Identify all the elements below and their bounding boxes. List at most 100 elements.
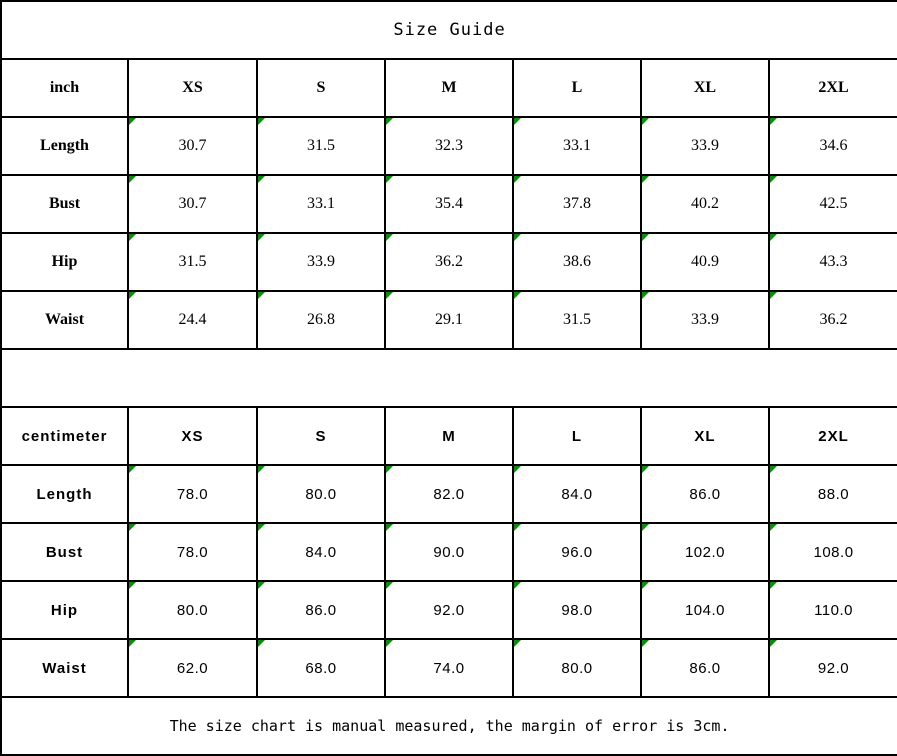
size-value: 33.1 [307, 195, 335, 212]
size-value-cell: 37.8 [512, 174, 642, 234]
footer-note: The size chart is manual measured, the m… [0, 696, 897, 756]
size-value-cell: 92.0 [384, 580, 514, 640]
size-value-cell: 30.7 [127, 174, 258, 234]
size-value-cell: 36.2 [384, 232, 514, 292]
size-value-cell: 32.3 [384, 116, 514, 176]
cm-col-header-s: S [256, 406, 386, 466]
size-value: 33.9 [691, 137, 719, 154]
size-value-cell: 30.7 [127, 116, 258, 176]
cm-col-header-2xl: 2XL [767, 406, 897, 466]
size-value-cell: 26.8 [256, 290, 386, 350]
size-value-cell: 84.0 [256, 522, 386, 582]
size-value: 31.5 [563, 311, 591, 328]
green-triangle-icon [770, 582, 777, 589]
inch-col-header-xl: XL [640, 58, 770, 118]
cm-header-row: centimeter XS S M L XL 2XL [0, 406, 897, 466]
table-row: Bust 78.0 84.0 90.0 96.0 102.0 108.0 [0, 522, 897, 582]
green-triangle-icon [386, 524, 393, 531]
size-value-cell: 92.0 [767, 638, 897, 698]
size-value: 38.6 [563, 253, 591, 270]
size-value-cell: 43.3 [767, 232, 897, 292]
green-triangle-icon [770, 234, 777, 241]
green-triangle-icon [642, 176, 649, 183]
size-value: 108.0 [813, 543, 854, 561]
size-value: 92.0 [433, 601, 465, 619]
size-value: 36.2 [819, 311, 848, 328]
green-triangle-icon [129, 524, 136, 531]
cm-unit-header: centimeter [0, 406, 129, 466]
size-value-cell: 90.0 [384, 522, 514, 582]
green-triangle-icon [642, 582, 649, 589]
green-triangle-icon [642, 234, 649, 241]
green-triangle-icon [386, 234, 393, 241]
green-triangle-icon [642, 640, 649, 647]
size-value-cell: 108.0 [767, 522, 897, 582]
size-value-cell: 78.0 [127, 464, 258, 524]
table-row: Waist 24.4 26.8 29.1 31.5 33.9 36.2 [0, 290, 897, 350]
size-value-cell: 80.0 [512, 638, 642, 698]
green-triangle-icon [770, 176, 777, 183]
size-value-cell: 31.5 [127, 232, 258, 292]
size-value: 33.9 [307, 253, 335, 270]
table-row: Length 78.0 80.0 82.0 84.0 86.0 88.0 [0, 464, 897, 524]
inch-col-header-m: M [384, 58, 514, 118]
green-triangle-icon [386, 118, 393, 125]
table-row: Length 30.7 31.5 32.3 33.1 33.9 34.6 [0, 116, 897, 176]
green-triangle-icon [514, 234, 521, 241]
size-value-cell: 35.4 [384, 174, 514, 234]
cm-row-label-length: Length [0, 464, 129, 524]
green-triangle-icon [642, 118, 649, 125]
size-value-cell: 31.5 [256, 116, 386, 176]
green-triangle-icon [258, 176, 265, 183]
size-value-cell: 104.0 [640, 580, 770, 640]
green-triangle-icon [386, 466, 393, 473]
spacer-cell [0, 348, 897, 408]
inch-row-label-waist: Waist [0, 290, 129, 350]
green-triangle-icon [129, 176, 136, 183]
green-triangle-icon [514, 292, 521, 299]
size-value-cell: 24.4 [127, 290, 258, 350]
size-value-cell: 86.0 [640, 464, 770, 524]
green-triangle-icon [642, 466, 649, 473]
size-value: 26.8 [307, 311, 335, 328]
green-triangle-icon [386, 582, 393, 589]
green-triangle-icon [129, 292, 136, 299]
size-value-cell: 36.2 [767, 290, 897, 350]
green-triangle-icon [129, 234, 136, 241]
inch-col-header-2xl: 2XL [767, 58, 897, 118]
size-value: 33.1 [563, 137, 591, 154]
size-value-cell: 68.0 [256, 638, 386, 698]
green-triangle-icon [258, 640, 265, 647]
table-row: Waist 62.0 68.0 74.0 80.0 86.0 92.0 [0, 638, 897, 698]
size-value: 32.3 [435, 137, 463, 154]
size-value: 92.0 [817, 659, 850, 677]
size-value-cell: 38.6 [512, 232, 642, 292]
size-value-cell: 31.5 [512, 290, 642, 350]
table-row: Hip 31.5 33.9 36.2 38.6 40.9 43.3 [0, 232, 897, 292]
size-value-cell: 86.0 [640, 638, 770, 698]
size-value: 96.0 [561, 543, 593, 561]
green-triangle-icon [129, 466, 136, 473]
size-value: 78.0 [176, 485, 209, 503]
inch-col-header-l: L [512, 58, 642, 118]
size-value: 88.0 [817, 485, 850, 503]
size-value: 86.0 [689, 485, 721, 503]
size-value-cell: 84.0 [512, 464, 642, 524]
green-triangle-icon [770, 292, 777, 299]
inch-header-row: inch XS S M L XL 2XL [0, 58, 897, 118]
green-triangle-icon [514, 176, 521, 183]
inch-row-label-length: Length [0, 116, 129, 176]
size-value: 86.0 [689, 659, 721, 677]
green-triangle-icon [258, 582, 265, 589]
size-value-cell: 40.9 [640, 232, 770, 292]
green-triangle-icon [642, 524, 649, 531]
title-row: Size Guide [0, 0, 897, 60]
size-value: 74.0 [433, 659, 465, 677]
cm-col-header-xs: XS [127, 406, 258, 466]
size-value-cell: 33.9 [256, 232, 386, 292]
size-value: 104.0 [684, 601, 726, 619]
size-value-cell: 80.0 [127, 580, 258, 640]
size-value-cell: 29.1 [384, 290, 514, 350]
green-triangle-icon [258, 292, 265, 299]
green-triangle-icon [129, 582, 136, 589]
